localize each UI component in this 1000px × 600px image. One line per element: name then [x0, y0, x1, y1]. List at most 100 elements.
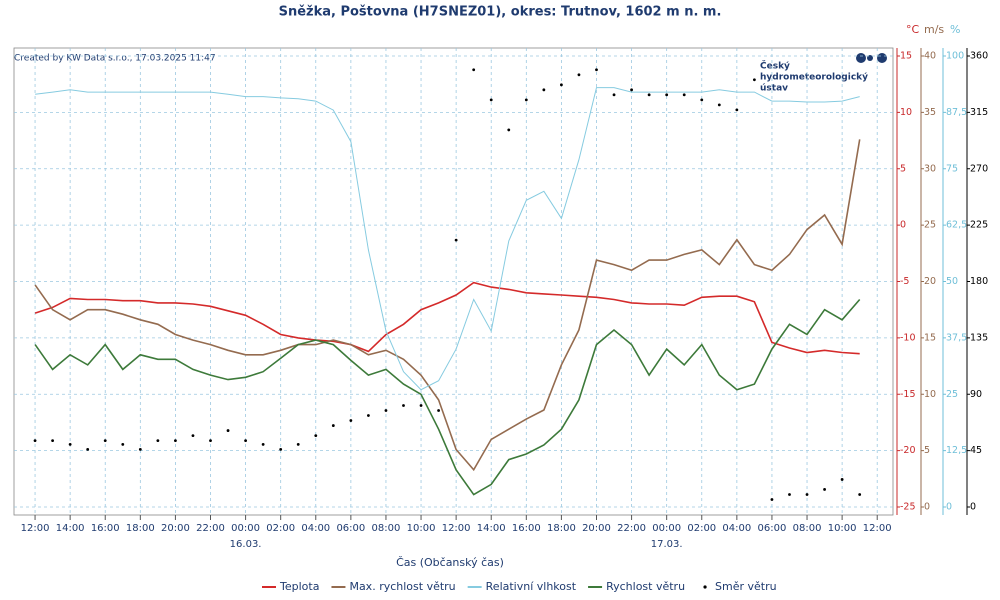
direction-dot	[735, 108, 739, 112]
credit: Created by KW Data s.r.o., 17.03.2025 11…	[14, 54, 216, 64]
x-tick-label: 20:00	[582, 523, 611, 534]
y-tick-label: -20	[900, 445, 916, 456]
y2-axis-unit: m/s	[924, 23, 944, 36]
y2-tick-label: 10	[924, 389, 936, 400]
y2-tick-label: 40	[924, 51, 936, 62]
logo-dot	[856, 53, 866, 63]
direction-dot	[33, 439, 37, 443]
y2-tick-label: 20	[924, 276, 936, 287]
y3-tick-label: 62,5	[946, 220, 967, 231]
y-tick-label: 5	[900, 163, 906, 174]
y4-tick-label: 0	[970, 502, 976, 513]
legend-swatch	[703, 585, 707, 589]
direction-dot	[560, 83, 563, 87]
y3-tick-label: 100	[946, 51, 964, 62]
direction-dot	[823, 488, 826, 491]
x-tick-label: 00:00	[652, 523, 681, 534]
direction-dot	[507, 128, 511, 132]
y-tick-label: 0	[900, 220, 906, 231]
direction-dot	[542, 88, 546, 92]
direction-dot	[367, 414, 370, 417]
x-tick-label: 22:00	[617, 523, 646, 534]
direction-dot	[700, 98, 704, 102]
y4-tick-label: 90	[970, 389, 982, 400]
y-tick-label: 15	[900, 51, 912, 62]
y-tick-label: 10	[900, 107, 912, 118]
x-axis-label: Čas (Občanský čas)	[396, 556, 504, 569]
direction-dot	[419, 404, 423, 407]
direction-dot	[472, 68, 476, 72]
direction-dot	[384, 409, 388, 412]
legend-label: Relativní vlhkost	[486, 580, 577, 593]
direction-dot	[612, 93, 616, 97]
direction-dot	[630, 88, 633, 92]
legend-label: Teplota	[279, 580, 319, 593]
direction-dot	[296, 442, 300, 446]
x-tick-label: 16:00	[91, 523, 120, 534]
direction-dot	[770, 498, 774, 501]
direction-dot	[174, 439, 177, 443]
y-tick-label: -25	[900, 502, 916, 513]
x-tick-label: 04:00	[301, 523, 330, 534]
direction-dot	[752, 78, 756, 82]
y3-tick-label: 0	[946, 502, 952, 513]
direction-dot	[489, 98, 493, 102]
direction-dot	[805, 493, 809, 496]
x-tick-label: 12:00	[863, 523, 892, 534]
direction-dot	[402, 404, 405, 407]
x-tick-label: 10:00	[407, 523, 436, 534]
y3-axis-unit: %	[950, 23, 960, 36]
direction-dot	[86, 447, 90, 451]
direction-dot	[437, 409, 440, 412]
y2-tick-label: 15	[924, 332, 936, 343]
x-tick-label: 04:00	[722, 523, 751, 534]
direction-dot	[244, 439, 247, 443]
x-tick-label: 02:00	[687, 523, 716, 534]
direction-dot	[331, 424, 335, 427]
y-tick-label: -5	[900, 276, 909, 287]
y4-tick-label: 315	[970, 107, 988, 118]
direction-dot	[858, 493, 862, 496]
logo-dot	[877, 53, 887, 63]
direction-dot	[138, 447, 142, 451]
plot-area	[33, 68, 862, 501]
x-tick-label: 00:00	[231, 523, 260, 534]
date-label: 16.03.	[230, 539, 262, 550]
direction-dot	[665, 93, 669, 97]
x-tick-label: 18:00	[547, 523, 576, 534]
date-label: 17.03.	[651, 539, 683, 550]
y2-tick-label: 0	[924, 502, 930, 513]
direction-dot	[226, 429, 230, 432]
y3-tick-label: 75	[946, 163, 958, 174]
x-tick-label: 20:00	[161, 523, 190, 534]
series-line	[35, 87, 860, 391]
x-tick-label: 16:00	[512, 523, 541, 534]
x-tick-label: 08:00	[372, 523, 401, 534]
direction-dot	[279, 447, 283, 451]
direction-dot	[788, 493, 791, 496]
direction-dot	[595, 68, 598, 72]
logo-text: ústav	[760, 84, 788, 94]
y2-tick-label: 35	[924, 107, 936, 118]
y3-tick-label: 87,5	[946, 107, 967, 118]
y-tick-label: -15	[900, 389, 916, 400]
x-tick-label: 06:00	[336, 523, 365, 534]
y3-tick-label: 12,5	[946, 445, 967, 456]
direction-dot	[454, 238, 458, 242]
direction-dot	[647, 93, 651, 97]
direction-dot	[524, 98, 528, 102]
direction-dot	[103, 439, 107, 443]
direction-dot	[68, 442, 72, 446]
logo: Český hydrometeorologický ústav	[760, 53, 887, 94]
y4-tick-label: 270	[970, 163, 988, 174]
direction-dot	[191, 434, 195, 437]
y3-tick-label: 37,5	[946, 332, 967, 343]
direction-dot	[349, 419, 353, 422]
direction-dot	[261, 442, 265, 446]
x-tick-label: 02:00	[266, 523, 295, 534]
logo-dot	[867, 55, 873, 61]
y4-tick-label: 180	[970, 276, 988, 287]
y3-tick-label: 25	[946, 389, 958, 400]
x-tick-label: 06:00	[758, 523, 787, 534]
